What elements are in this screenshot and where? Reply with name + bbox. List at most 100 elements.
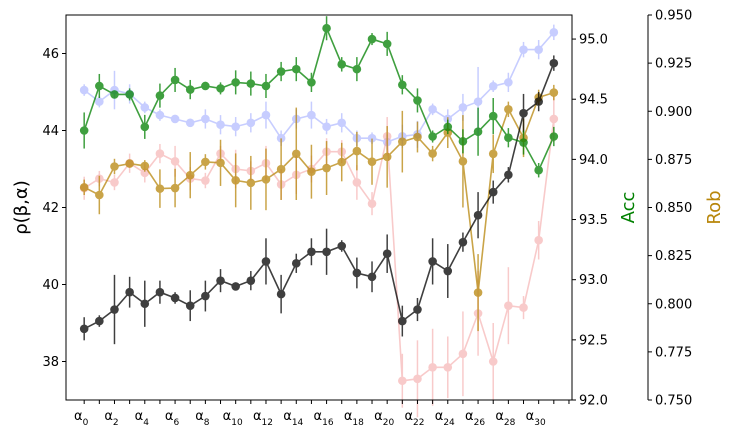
data-point — [428, 362, 437, 372]
x-tick-label: α4 — [135, 409, 150, 428]
data-point — [201, 176, 210, 185]
data-point — [201, 114, 210, 124]
data-point — [95, 81, 104, 91]
left-tick-label: 38 — [42, 355, 59, 370]
x-tick-label: α20 — [374, 409, 394, 428]
data-point — [534, 97, 543, 106]
data-point — [458, 349, 468, 359]
x-tick-label: α22 — [404, 409, 424, 428]
data-point — [261, 81, 271, 91]
data-point — [519, 108, 528, 118]
data-point — [291, 64, 301, 74]
data-point — [307, 247, 316, 257]
data-point — [382, 39, 392, 49]
data-point — [413, 132, 422, 142]
left-tick-label: 40 — [42, 278, 59, 293]
rob-tick-label: 0.900 — [655, 105, 692, 120]
data-point — [110, 162, 119, 171]
data-point — [291, 149, 301, 159]
acc-tick-label: 92.0 — [579, 394, 608, 409]
x-tick-label: α30 — [526, 409, 546, 428]
data-point — [216, 158, 225, 168]
x-tick-label: α6 — [165, 409, 180, 428]
x-tick-label: α12 — [253, 409, 273, 428]
data-point — [322, 122, 331, 131]
x-tick-label: α16 — [314, 409, 334, 428]
data-point — [473, 288, 483, 297]
data-point — [352, 64, 362, 74]
rob-tick-label: 0.850 — [655, 201, 692, 216]
data-point — [428, 149, 437, 158]
acc-tick-label: 94.0 — [579, 153, 608, 168]
data-point — [473, 97, 483, 106]
data-point — [488, 111, 498, 121]
data-point — [201, 81, 210, 91]
data-point — [155, 184, 165, 193]
series-1 — [79, 95, 559, 418]
data-point — [155, 110, 165, 120]
rob-tick-label: 0.775 — [655, 345, 692, 360]
data-point — [79, 182, 89, 192]
data-point — [95, 190, 104, 200]
data-point — [261, 257, 271, 266]
data-point — [443, 362, 453, 372]
data-point — [519, 138, 528, 147]
data-point — [398, 376, 407, 386]
data-point — [428, 257, 437, 266]
rob-tick-label: 0.800 — [655, 297, 692, 312]
x-tick-label: α8 — [195, 409, 210, 428]
data-point — [504, 301, 513, 310]
data-point — [367, 133, 377, 143]
data-point — [276, 289, 286, 299]
data-point — [458, 103, 468, 112]
data-point — [140, 122, 150, 132]
data-point — [413, 305, 422, 314]
data-point — [504, 170, 513, 180]
data-point — [443, 122, 453, 132]
rob-tick-label: 0.825 — [655, 249, 692, 264]
data-point — [549, 132, 559, 141]
data-point — [125, 287, 134, 297]
x-tick-label: α28 — [495, 409, 515, 428]
data-point — [140, 299, 150, 309]
data-point — [352, 146, 362, 156]
data-point — [110, 90, 119, 99]
data-point — [79, 324, 89, 334]
left-axis-title: ρ(β,α) — [11, 180, 32, 235]
rob-tick-label: 0.750 — [655, 394, 692, 409]
data-point — [322, 23, 331, 33]
data-point — [534, 45, 543, 54]
series-4 — [79, 16, 559, 178]
data-point — [473, 127, 483, 137]
data-point — [307, 167, 316, 176]
data-point — [458, 137, 468, 146]
left-tick-label: 44 — [42, 124, 59, 139]
acc-tick-label: 93.5 — [579, 213, 608, 228]
data-point — [382, 152, 392, 162]
series-3 — [79, 55, 559, 345]
acc-axis-title: Acc — [618, 192, 639, 224]
data-point — [185, 85, 195, 94]
data-point — [337, 60, 347, 69]
data-point — [398, 80, 407, 90]
data-point — [185, 118, 195, 128]
x-tick-label: α10 — [223, 409, 243, 428]
series-line — [83, 91, 555, 293]
data-point — [110, 305, 119, 314]
data-point — [79, 85, 89, 95]
data-point — [261, 110, 271, 120]
data-point — [307, 110, 316, 120]
data-point — [504, 105, 513, 114]
rob-axis-title: Rob — [704, 190, 725, 224]
data-point — [458, 157, 468, 166]
data-point — [155, 149, 165, 158]
data-point — [95, 97, 104, 106]
x-tick-label: α0 — [74, 409, 89, 428]
data-point — [549, 88, 559, 97]
data-point — [246, 118, 256, 128]
series-line — [83, 25, 555, 172]
data-point — [140, 103, 150, 112]
data-point — [549, 114, 559, 124]
data-point — [276, 67, 286, 76]
